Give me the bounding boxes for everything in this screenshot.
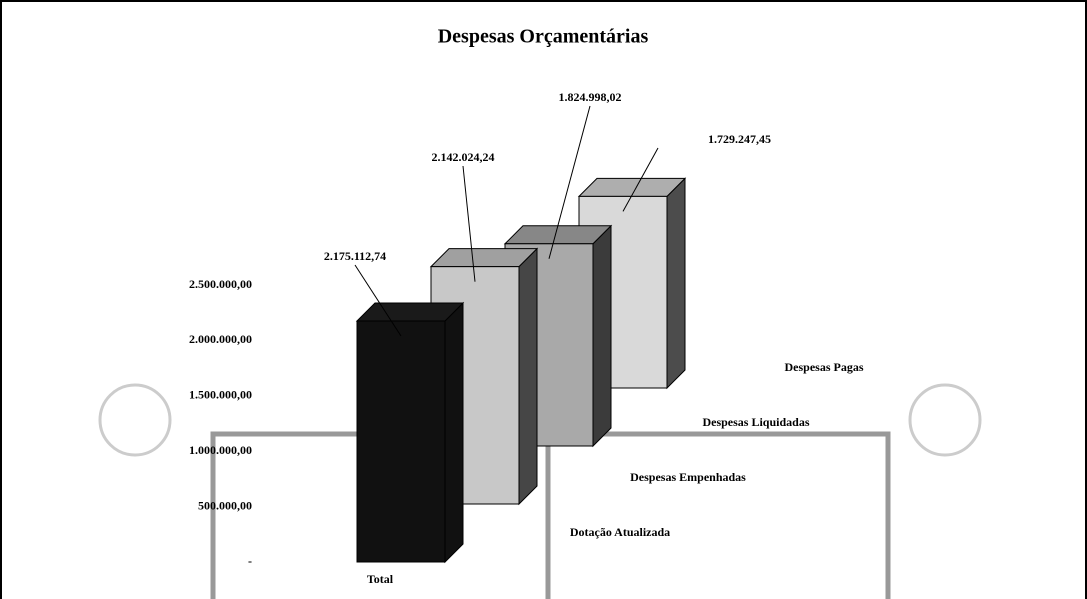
legend-label: Dotação Atualizada xyxy=(570,525,670,539)
bar-side xyxy=(519,249,537,504)
legend-label: Despesas Empenhadas xyxy=(630,470,746,484)
x-tick-label: Total xyxy=(367,572,394,586)
value-label: 1.729.247,45 xyxy=(708,132,771,146)
y-tick-label: 1.500.000,00 xyxy=(189,388,252,402)
bar-top xyxy=(431,249,537,267)
value-label: 2.142.024,24 xyxy=(432,150,495,164)
y-tick-label: - xyxy=(248,554,252,568)
legend-label: Despesas Pagas xyxy=(784,360,863,374)
bar-side xyxy=(445,303,463,562)
y-tick-label: 2.500.000,00 xyxy=(189,277,252,291)
legend-label: Despesas Liquidadas xyxy=(702,415,809,429)
chart: Despesas Orçamentárias - 500.000,00 1.000.… xyxy=(0,0,1087,599)
bar-top xyxy=(579,178,685,196)
value-label: 2.175.112,74 xyxy=(324,249,386,263)
bar-side xyxy=(667,178,685,388)
bar xyxy=(357,321,445,562)
y-tick-label: 500.000,00 xyxy=(198,498,252,512)
y-tick-label: 1.000.000,00 xyxy=(189,443,252,457)
bar-top xyxy=(505,226,611,244)
chart-title: Despesas Orçamentárias xyxy=(438,26,649,48)
bar-side xyxy=(593,226,611,446)
bar-top xyxy=(357,303,463,321)
value-label: 1.824.998,02 xyxy=(559,90,622,104)
y-tick-label: 2.000.000,00 xyxy=(189,332,252,346)
